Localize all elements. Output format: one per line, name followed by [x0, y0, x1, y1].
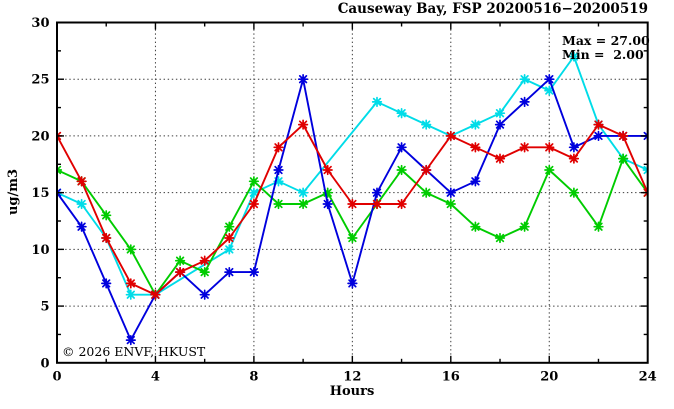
tick-labels-layer: 0 5 10 15 20 25 30 0 4 8 12 16 20 24 [31, 16, 656, 384]
y-axis-label: ug/m3 [6, 169, 21, 215]
plot-border [56, 21, 649, 364]
chart-title: Causeway Bay, FSP 20200516−20200519 [338, 1, 648, 17]
x-tick-label: 24 [639, 369, 657, 384]
y-tick-label: 20 [31, 129, 49, 144]
y-tick-label: 5 [40, 300, 49, 315]
annotation-min: Min = 2.00 [562, 47, 644, 62]
watermark: © 2026 ENVF, HKUST [62, 344, 206, 359]
series-cyan [57, 51, 648, 300]
y-tick-label: 15 [31, 186, 49, 201]
series-red-markers [57, 119, 648, 300]
annotation-max: Max = 27.00 [562, 33, 650, 48]
x-tick-label: 4 [151, 369, 160, 384]
x-tick-label: 0 [52, 369, 61, 384]
x-tick-label: 8 [249, 369, 258, 384]
y-tick-label: 0 [40, 356, 49, 371]
series-blue [57, 74, 648, 346]
series-red [57, 119, 648, 300]
y-tick-label: 30 [31, 16, 49, 31]
x-tick-label: 12 [343, 369, 361, 384]
grid-layer [57, 22, 648, 363]
x-tick-label: 20 [540, 369, 558, 384]
y-tick-label: 25 [31, 73, 49, 88]
series-cyan-markers [57, 51, 648, 300]
series-layer [57, 51, 648, 346]
x-tick-label: 16 [442, 369, 460, 384]
x-axis-label: Hours [330, 384, 375, 399]
y-tick-label: 10 [31, 243, 49, 258]
